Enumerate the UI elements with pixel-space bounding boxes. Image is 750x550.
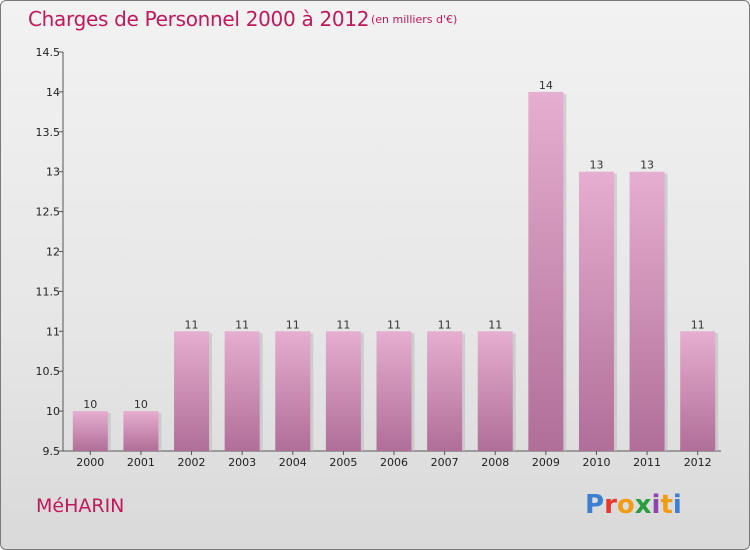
bar[interactable] <box>275 331 311 451</box>
x-tick-label: 2004 <box>279 456 307 469</box>
bar[interactable] <box>224 331 260 451</box>
logo-letter: t <box>660 490 673 520</box>
bar[interactable] <box>477 331 513 451</box>
bar[interactable] <box>629 171 665 451</box>
x-tick-label: 2012 <box>684 456 712 469</box>
bar-value-label: 11 <box>438 318 452 331</box>
x-tick-label: 2011 <box>633 456 661 469</box>
bar[interactable] <box>578 171 614 451</box>
y-tick-label: 10.5 <box>36 365 61 378</box>
proxiti-logo[interactable]: Proxiti <box>585 490 682 520</box>
bar[interactable] <box>427 331 463 451</box>
x-tick-label: 2010 <box>582 456 610 469</box>
bar-value-label: 10 <box>83 398 97 411</box>
x-tick-label: 2002 <box>178 456 206 469</box>
logo-letter: i <box>672 490 682 520</box>
y-tick-label: 12 <box>46 246 60 259</box>
bar[interactable] <box>528 91 564 452</box>
bar-value-label: 11 <box>488 318 502 331</box>
y-tick-label: 14 <box>46 86 60 99</box>
bar-value-label: 10 <box>134 398 148 411</box>
x-tick-label: 2003 <box>228 456 256 469</box>
x-tick-label: 2005 <box>329 456 357 469</box>
bar-value-label: 13 <box>589 159 603 172</box>
chart-subtitle: (en milliers d'€) <box>371 13 458 26</box>
bar-value-label: 13 <box>640 159 654 172</box>
chart-title: Charges de Personnel 2000 à 2012 <box>28 7 370 31</box>
bar-value-label: 11 <box>235 318 249 331</box>
x-tick-label: 2009 <box>532 456 560 469</box>
y-tick-label: 13.5 <box>36 126 61 139</box>
bar[interactable] <box>680 331 716 451</box>
bar-value-label: 14 <box>539 79 553 92</box>
bar[interactable] <box>325 331 361 451</box>
logo-letter: x <box>634 490 652 520</box>
bar[interactable] <box>174 331 210 451</box>
y-tick-label: 14.5 <box>36 46 61 59</box>
bar[interactable] <box>72 411 108 451</box>
bar-value-label: 11 <box>387 318 401 331</box>
x-tick-label: 2001 <box>127 456 155 469</box>
city-name: MéHARIN <box>36 495 125 517</box>
bar[interactable] <box>376 331 412 451</box>
logo-letter: r <box>604 490 617 520</box>
y-tick-label: 9.5 <box>43 445 61 458</box>
x-tick-label: 2008 <box>481 456 509 469</box>
y-tick-label: 10 <box>46 405 60 418</box>
logo-letter: P <box>585 490 605 520</box>
y-tick-label: 13 <box>46 166 60 179</box>
y-tick-label: 11 <box>46 325 60 338</box>
bar-value-label: 11 <box>286 318 300 331</box>
logo-letter: i <box>651 490 661 520</box>
x-tick-label: 2000 <box>76 456 104 469</box>
y-tick-label: 12.5 <box>36 206 61 219</box>
bar-value-label: 11 <box>691 318 705 331</box>
y-tick-label: 11.5 <box>36 285 61 298</box>
bar-value-label: 11 <box>185 318 199 331</box>
x-tick-label: 2006 <box>380 456 408 469</box>
bar[interactable] <box>123 411 159 451</box>
x-tick-label: 2007 <box>431 456 459 469</box>
logo-letter: o <box>616 490 635 520</box>
bar-value-label: 11 <box>336 318 350 331</box>
